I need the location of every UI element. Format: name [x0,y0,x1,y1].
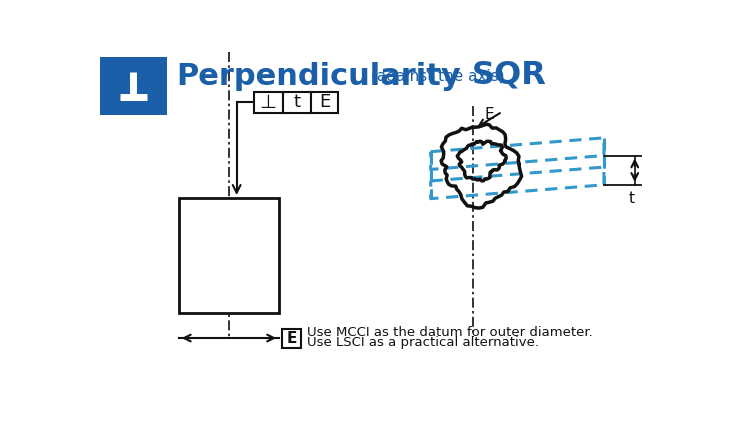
Text: ⊥: ⊥ [260,93,276,112]
Text: t: t [629,191,635,206]
Text: E: E [319,93,330,111]
Bar [179,198,279,313]
Bar [254,92,283,113]
Bar [283,92,311,113]
Text: E: E [484,107,494,122]
Bar [311,92,338,113]
Text: (against the axis): (against the axis) [372,69,505,84]
Text: t: t [293,93,300,111]
Bar [282,329,301,348]
Bar [100,57,167,115]
Text: SQR: SQR [472,60,547,91]
Text: Use MCCI as the datum for outer diameter.: Use MCCI as the datum for outer diameter… [306,326,593,339]
Text: E: E [287,331,297,346]
Text: Use LSCI as a practical alternative.: Use LSCI as a practical alternative. [306,336,538,349]
Text: Perpendicularity: Perpendicularity [176,62,461,91]
